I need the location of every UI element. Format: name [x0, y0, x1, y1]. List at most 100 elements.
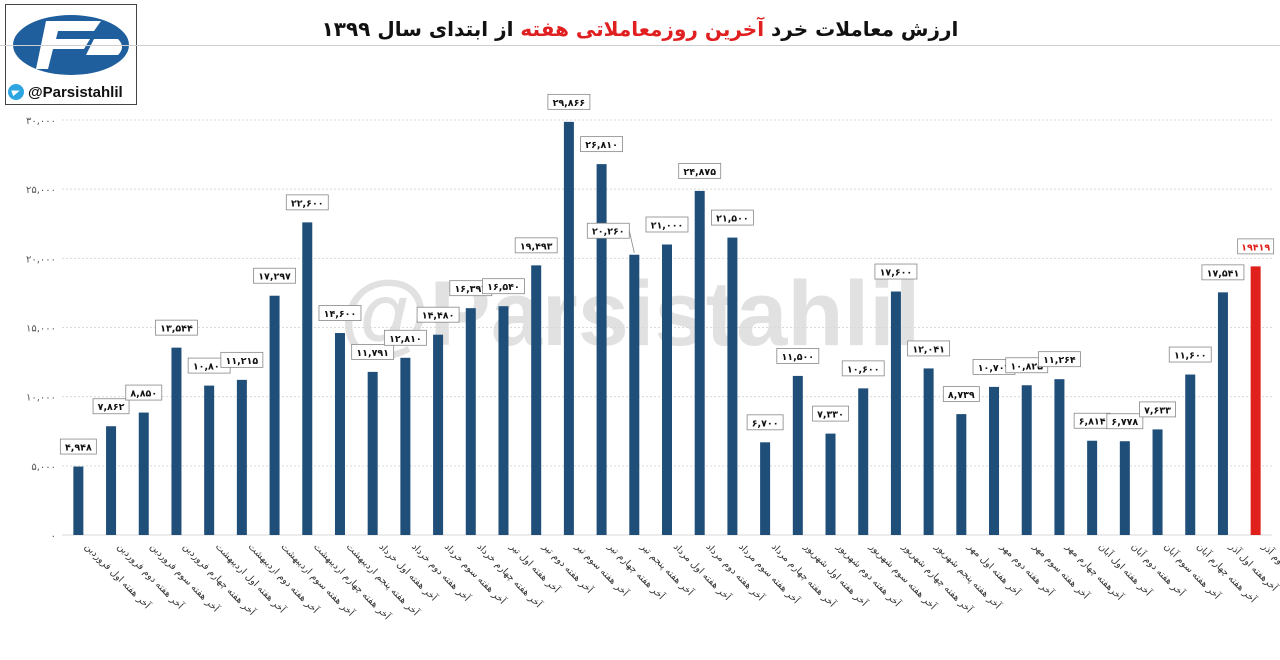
- bar: [302, 222, 313, 535]
- data-label: ۱۶,۳۹۷: [449, 280, 493, 297]
- data-label-box: [482, 278, 525, 295]
- data-label: ۱۲,۰۴۱: [907, 340, 951, 357]
- category-label: آخر هفته سوم مرداد: [736, 540, 803, 607]
- bar: [989, 386, 1000, 535]
- data-label-text: ۷,۸۶۲: [98, 402, 125, 413]
- category-label: آخر هفته پنجم شهریور: [932, 539, 1005, 612]
- data-label-text: ۲۴,۸۷۵: [683, 167, 716, 178]
- data-label: ۲۲,۶۰۰: [285, 194, 329, 211]
- category-label: آخر هفته اول شهریور: [801, 539, 871, 609]
- data-label-box: [678, 162, 722, 179]
- data-label: ۱۲,۸۱۰: [383, 329, 427, 346]
- bar: [334, 333, 345, 535]
- data-label-text: ۱۷,۶۰۰: [880, 268, 913, 279]
- data-label-box: [1073, 412, 1111, 429]
- data-label-text: ۱۰,۷۰۷: [978, 363, 1011, 374]
- y-tick-label: ۵,۰۰۰: [31, 462, 56, 473]
- data-label-text: ۱۴,۶۰۰: [324, 309, 357, 320]
- bar: [923, 368, 934, 535]
- data-label-text: ۱۶,۵۴۰: [487, 282, 520, 293]
- data-label-text: ۱۲,۸۱۰: [389, 334, 422, 345]
- data-label: ۷,۳۳۰: [812, 405, 849, 422]
- data-label-text: ۲۱,۵۰۰: [716, 214, 749, 225]
- category-label: آخر هفته چهارم اردیبهشت: [311, 540, 394, 623]
- category-label: آخر هفته اول مرداد: [671, 540, 734, 603]
- data-label-box: [220, 351, 264, 368]
- bar: [106, 426, 117, 535]
- data-label-box: [383, 329, 427, 346]
- data-label-text: ۴,۹۴۸: [65, 443, 92, 454]
- telegram-handle[interactable]: @Parsistahlil: [8, 82, 134, 102]
- data-label: ۶,۸۱۴: [1073, 412, 1111, 429]
- data-label-text: ۱۰,۸۰۰: [193, 362, 226, 373]
- data-label-text: ۱۱,۶۰۰: [1174, 351, 1207, 362]
- category-label: آخر هفته دوم فروردین: [115, 540, 187, 612]
- data-label-box: [351, 343, 395, 360]
- data-label: ۸,۸۵۰: [125, 384, 163, 401]
- category-label: آخر هفته اول تیر: [507, 539, 563, 595]
- bar: [1054, 379, 1065, 535]
- data-label-text: ۲۲,۶۰۰: [291, 198, 324, 209]
- bar: [138, 412, 149, 535]
- data-label: ۱۱,۲۶۴: [1038, 351, 1081, 368]
- data-label: ۲۴,۸۷۵: [678, 162, 722, 179]
- bar: [760, 442, 771, 535]
- bar: [204, 385, 215, 535]
- category-label: آخر هفته اول آبان: [1096, 540, 1155, 599]
- data-label: ۱۱,۵۰۰: [776, 348, 820, 364]
- data-label-text: ۲۱,۰۰۰: [651, 221, 684, 232]
- bar: [956, 414, 967, 535]
- leader-line: [628, 230, 635, 253]
- category-label: آخر هفته اول خرداد: [377, 540, 441, 604]
- data-label-box: [92, 398, 130, 415]
- data-label-box: [125, 384, 163, 401]
- y-tick-label: ۳۰,۰۰۰: [26, 116, 56, 127]
- category-label: آخرهفته چهارم مهر: [1063, 539, 1127, 603]
- y-tick-label: ۲۰,۰۰۰: [26, 254, 56, 265]
- data-label: ۷,۸۶۲: [92, 398, 130, 415]
- data-label-box: [645, 216, 689, 233]
- data-label-text: ۱۱,۷۹۱: [356, 348, 389, 359]
- title-divider: [0, 45, 1280, 46]
- category-label: آخر هفته چهارم فروردین: [180, 540, 258, 618]
- category-label: آخر هفته سوم مهر: [1030, 539, 1093, 602]
- category-label: آخر هفته اول فروردین: [82, 540, 154, 612]
- title-part-2: آخرین روزمعاملاتی هفته: [513, 16, 765, 41]
- data-label-text: ۸,۸۵۰: [130, 389, 157, 400]
- data-label-box: [1106, 413, 1144, 430]
- bar: [1021, 385, 1032, 535]
- data-label: ۶,۷۰۰: [746, 414, 784, 431]
- bar: [694, 190, 705, 536]
- data-label: ۱۱,۷۹۱: [351, 343, 395, 360]
- category-label: آخر هفته سوم اردیبهشت: [278, 540, 357, 619]
- handle-text: @Parsistahlil: [28, 83, 123, 101]
- data-label-text: ۱۶,۳۹۷: [454, 284, 487, 295]
- chart-title: ارزش معاملات خرد آخرین روزمعاملاتی هفته …: [322, 16, 959, 41]
- data-label-box: [1237, 238, 1275, 255]
- category-label: آخر هفته دوم مرداد: [704, 540, 768, 604]
- data-label-text: ۱۷,۲۹۷: [258, 272, 291, 283]
- title-part-3: از ابتدای سال ۱۳۹۹: [322, 17, 514, 41]
- data-label-text: ۸,۷۳۹: [948, 390, 975, 401]
- bar: [1217, 292, 1228, 535]
- bar: [792, 375, 803, 535]
- data-label-text: ۱۹,۴۹۳: [520, 241, 553, 252]
- bar: [890, 291, 901, 535]
- category-label: آخر هفته اول اردیبهشت: [213, 540, 289, 616]
- bar: [433, 334, 444, 535]
- data-label-text: ۱۳,۵۴۴: [160, 324, 193, 335]
- data-label: ۲۱,۰۰۰: [645, 216, 689, 233]
- category-label: آخر هفته چهارم تیر: [605, 539, 668, 602]
- data-label: ۱۹۴۱۹: [1237, 238, 1275, 255]
- data-label-text: ۲۶,۸۱۰: [585, 140, 618, 151]
- data-label: ۱۰,۸۲۵: [1005, 357, 1049, 374]
- data-label-box: [711, 209, 754, 226]
- data-label-box: [746, 414, 784, 431]
- data-label-box: [155, 319, 198, 336]
- data-label-text: ۱۰,۸۲۵: [1010, 361, 1043, 372]
- data-label: ۱۱,۶۰۰: [1168, 346, 1212, 363]
- data-label-text: ۱۹۴۱۹: [1241, 242, 1270, 253]
- category-label: آخر هفته دوم مهر: [997, 539, 1057, 599]
- category-label: آخر هفته اول مهر: [964, 539, 1023, 598]
- data-label-text: ۱۷,۵۴۱: [1207, 268, 1240, 279]
